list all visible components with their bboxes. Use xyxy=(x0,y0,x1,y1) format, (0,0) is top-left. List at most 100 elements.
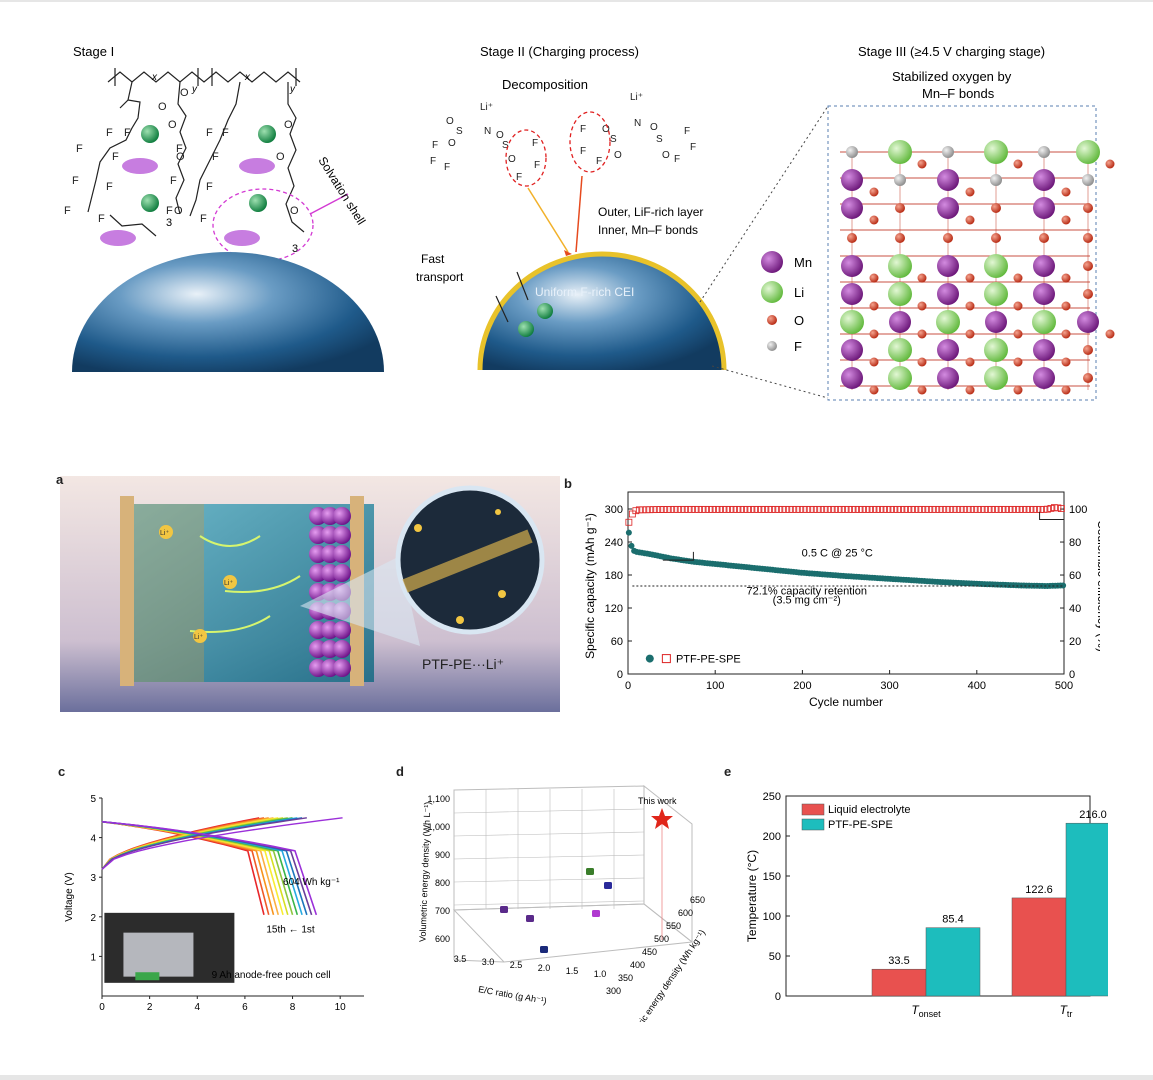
y-tick-label: 120 xyxy=(605,603,623,615)
ce-point xyxy=(796,505,804,513)
lattice-atom xyxy=(1033,339,1055,361)
svg-text:S: S xyxy=(456,126,463,137)
lattice-atom xyxy=(1033,367,1055,389)
ce-point xyxy=(834,505,842,513)
lattice-atom xyxy=(869,273,879,283)
crystal-structure xyxy=(840,140,1115,395)
ce-point xyxy=(761,505,769,513)
x-tick-label: 0 xyxy=(99,1002,105,1012)
z-tick-label: 900 xyxy=(435,850,450,860)
lithium-ions-stage1 xyxy=(100,125,276,246)
ce-point xyxy=(775,505,783,513)
ce-point xyxy=(869,505,877,513)
svg-text:F: F xyxy=(690,142,696,153)
panel-a: Li⁺ Li⁺ Li⁺ a PTF-PE···Li⁺ xyxy=(56,472,560,712)
capacity-point xyxy=(1060,582,1067,589)
cathode-sphere xyxy=(333,659,351,677)
svg-text:S: S xyxy=(656,134,663,145)
polymer-backbone xyxy=(87,68,305,237)
svg-text:F: F xyxy=(674,154,680,165)
ce-point xyxy=(663,506,671,513)
svg-text:O: O xyxy=(276,151,285,163)
ce-point xyxy=(880,505,887,513)
y-tick-label: 50 xyxy=(769,951,781,963)
lattice-atom xyxy=(895,233,905,243)
lattice-atom xyxy=(1013,273,1023,283)
legend-f: F xyxy=(794,339,802,354)
svg-text:O: O xyxy=(290,205,299,217)
lattice-atom xyxy=(1033,255,1055,277)
ce-point xyxy=(782,505,790,513)
ce-point xyxy=(698,505,706,513)
lattice-atom xyxy=(991,203,1001,213)
lattice-atom xyxy=(965,187,975,197)
condition-annotation: 0.5 C @ 25 °C xyxy=(802,547,873,559)
capacity-point xyxy=(628,542,635,549)
svg-text:F: F xyxy=(432,140,438,151)
ce-point xyxy=(771,505,779,513)
panel-e-letter: e xyxy=(724,764,732,779)
cycle-annotation: 15th ← 1st xyxy=(266,925,315,936)
lattice-atom xyxy=(841,283,863,305)
g-tick-label: 300 xyxy=(606,986,621,996)
x-tick-label: 1.5 xyxy=(566,966,579,976)
y-axis-label: Specific capacity (mAh g⁻¹) xyxy=(583,513,597,659)
lattice-atom xyxy=(841,169,863,191)
ce-point xyxy=(897,505,905,513)
svg-text:O: O xyxy=(448,138,456,149)
ce-point xyxy=(862,505,870,513)
svg-text:O: O xyxy=(508,154,516,165)
lattice-atom xyxy=(937,339,959,361)
ce-point xyxy=(1054,504,1062,512)
cei-layer xyxy=(477,251,727,371)
ce-point xyxy=(960,505,968,513)
ce-point xyxy=(855,505,863,513)
lattice-atom xyxy=(1013,159,1023,169)
y-tick-label: 240 xyxy=(605,537,623,549)
lattice-atom xyxy=(1077,311,1099,333)
ce-point xyxy=(956,505,964,513)
svg-text:O: O xyxy=(650,122,658,133)
lattice-atom xyxy=(990,174,1002,186)
lattice-atom xyxy=(1013,357,1023,367)
ce-point xyxy=(1051,504,1058,512)
lattice-atom xyxy=(841,255,863,277)
ce-point xyxy=(642,506,650,514)
svg-text:O: O xyxy=(284,119,293,131)
svg-text:F: F xyxy=(580,124,586,135)
stage3-title: Stage III (≥4.5 V charging stage) xyxy=(858,44,1045,59)
ce-point xyxy=(873,505,880,513)
charge-curve xyxy=(101,817,343,870)
ce-point xyxy=(744,505,751,513)
crystal-structure-frame xyxy=(827,105,1097,401)
y-tick-label: 100 xyxy=(763,911,781,923)
right-axis-arrow xyxy=(1039,511,1064,520)
ce-point xyxy=(859,505,866,513)
cathode-sphere xyxy=(333,640,351,658)
y-tick-label: 180 xyxy=(605,570,623,582)
svg-text:F: F xyxy=(516,172,522,183)
bar-value-label: 216.0 xyxy=(1079,809,1107,821)
x-tick-label: 1.0 xyxy=(594,969,607,979)
svg-text:F: F xyxy=(98,213,105,225)
arrow-decomp-right xyxy=(575,175,583,253)
x-axis-label: Cycle number xyxy=(809,695,883,709)
x-tick-label: 2 xyxy=(147,1002,153,1012)
lattice-atom xyxy=(943,233,953,243)
ce-point xyxy=(810,505,818,513)
x-tick-label: 4 xyxy=(194,1002,200,1012)
y-tick-label: 200 xyxy=(763,831,781,843)
subscript-y1: y xyxy=(191,84,198,95)
loading-annotation: (3.5 mg cm⁻²) xyxy=(773,595,841,607)
svg-text:F: F xyxy=(64,205,71,217)
legend-o: O xyxy=(794,313,804,328)
svg-text:Li⁺: Li⁺ xyxy=(160,530,169,537)
svg-text:N: N xyxy=(634,118,641,129)
legend-label: Liquid electrolyte xyxy=(828,804,911,816)
svg-text:F: F xyxy=(176,143,183,155)
bar-ptf-pe-spe xyxy=(1065,822,1121,997)
ce-point xyxy=(831,505,839,513)
y-tick-label: 4 xyxy=(90,834,96,845)
cathode-sphere xyxy=(333,545,351,563)
svg-text:F: F xyxy=(222,127,229,139)
